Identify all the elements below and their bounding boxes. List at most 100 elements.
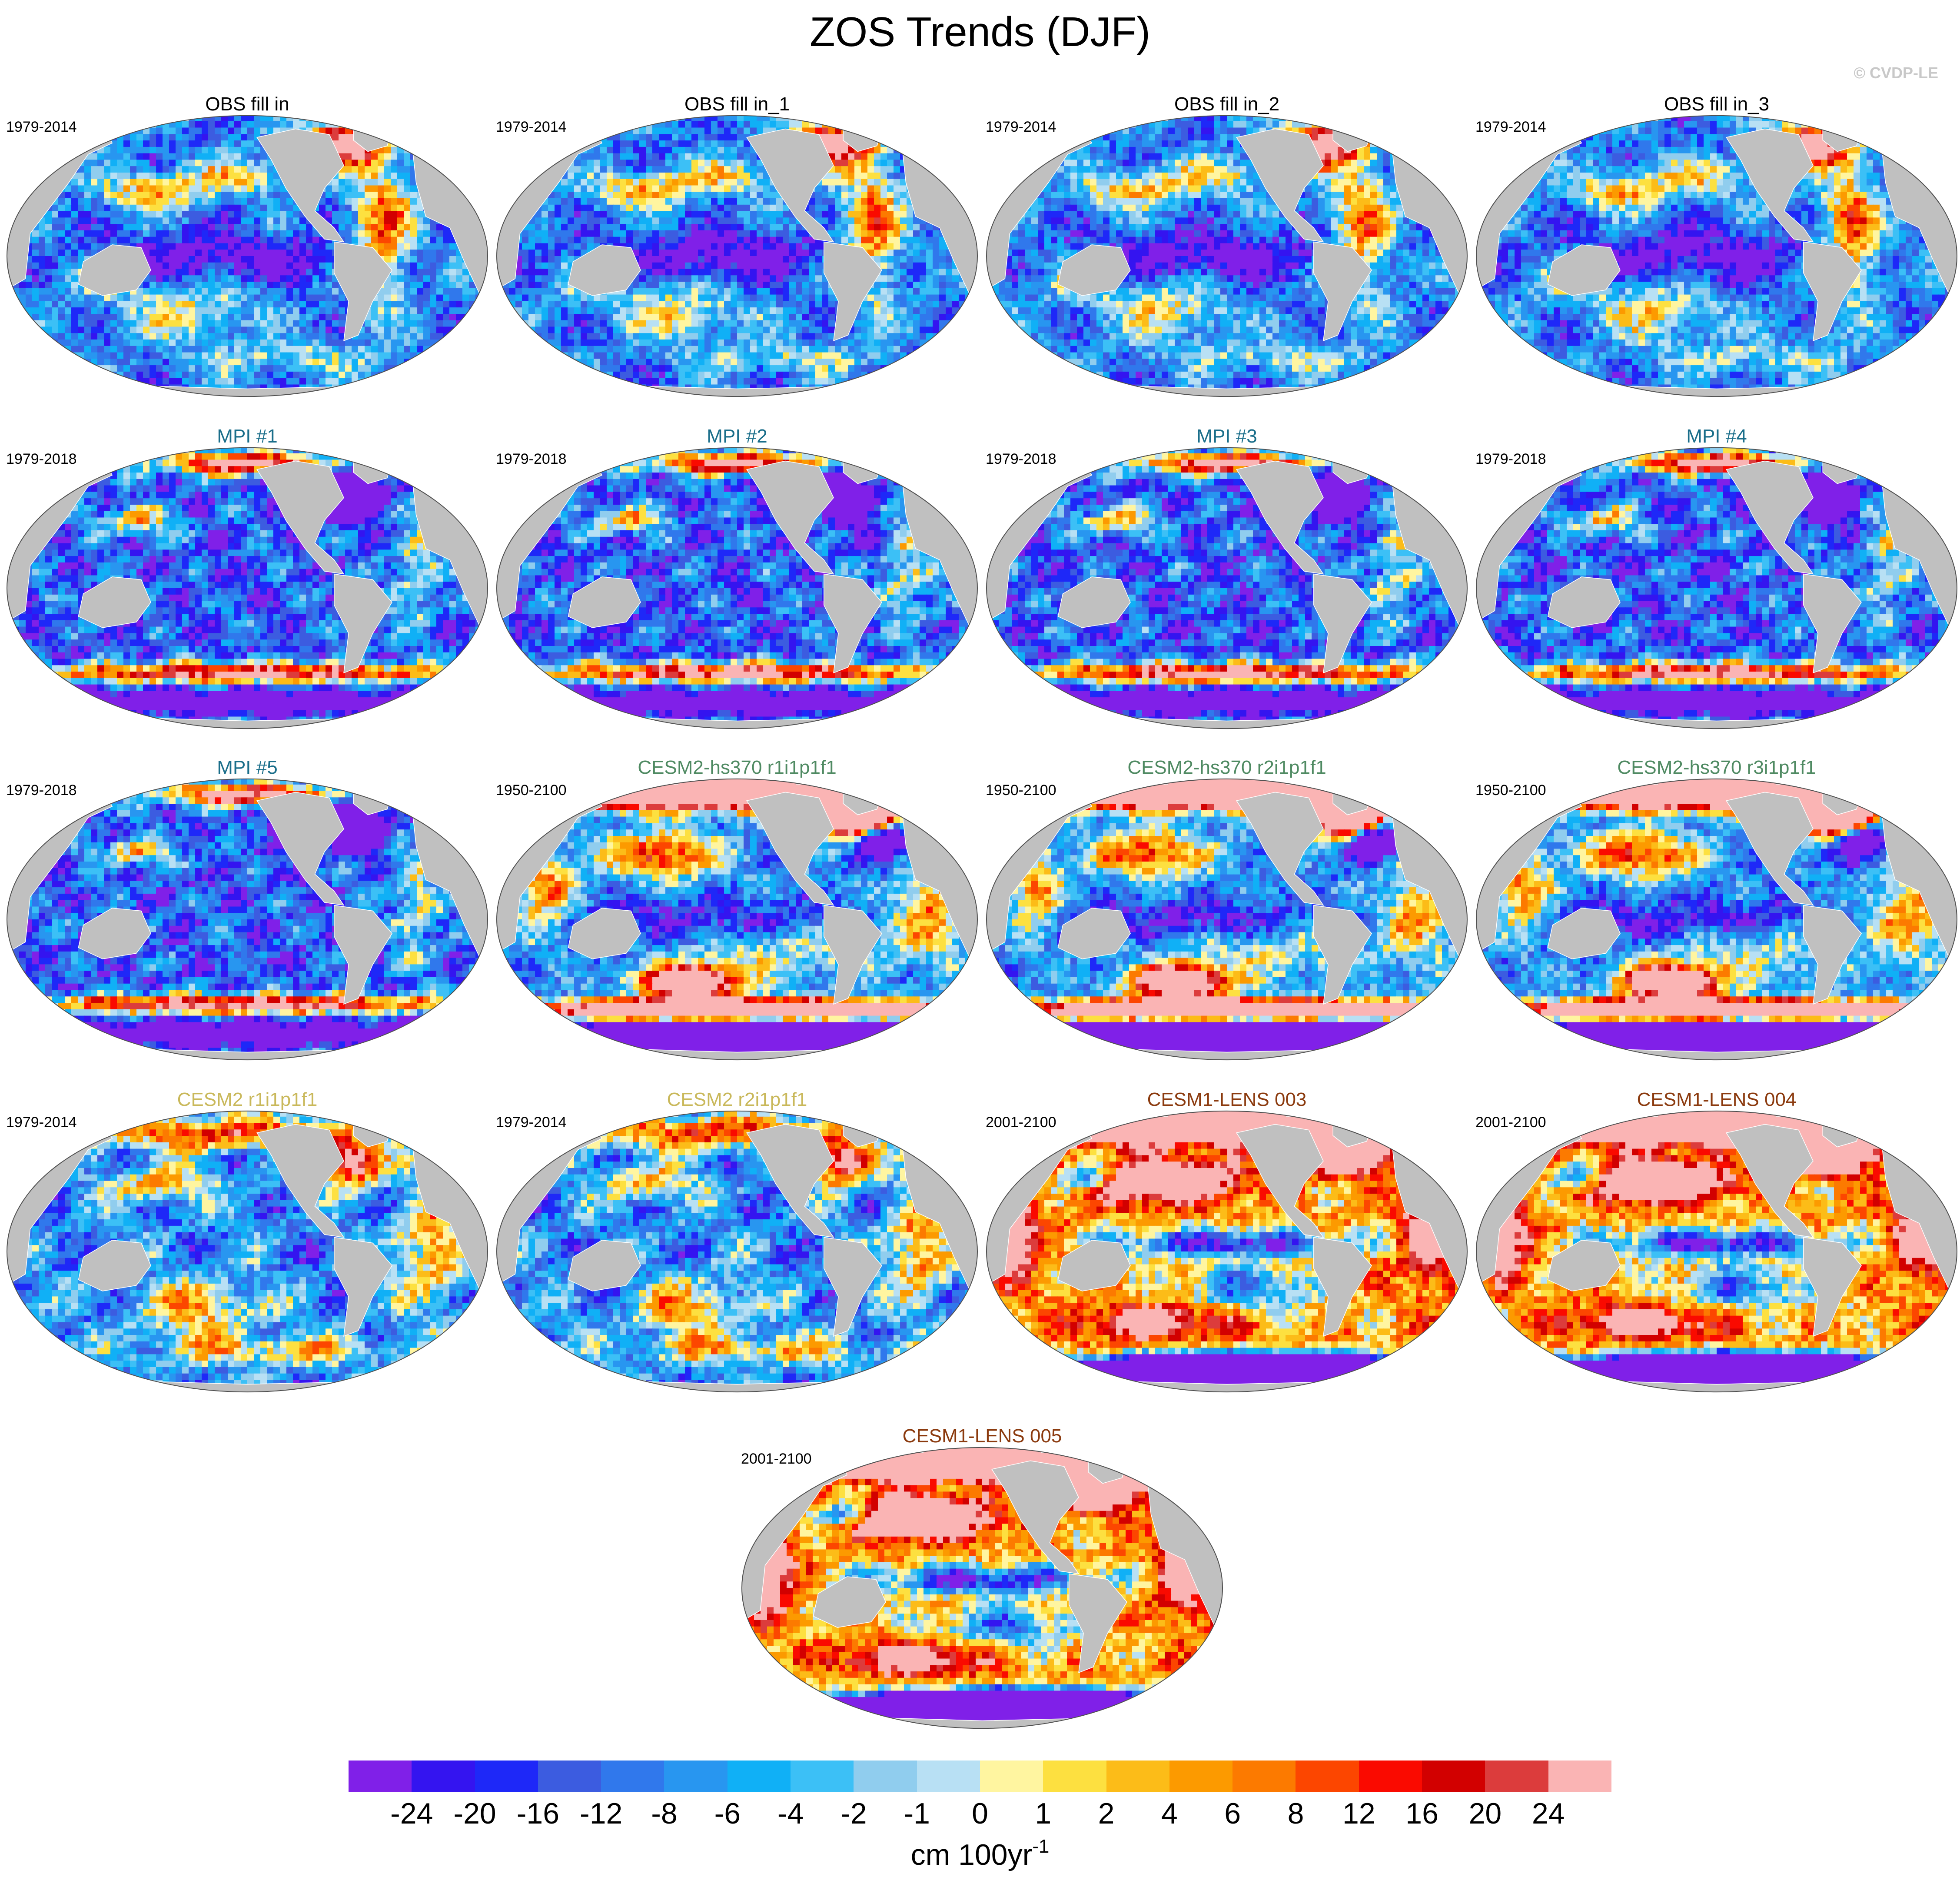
land-mass: [78, 1240, 151, 1291]
world-map: [986, 447, 1468, 729]
land-mass: [568, 908, 641, 959]
world-map: [6, 1111, 488, 1392]
world-map: [986, 115, 1468, 397]
trend-field: [496, 115, 977, 397]
panel-title: CESM2 r2i1p1f1: [496, 1088, 978, 1111]
map-border: [986, 1111, 1468, 1392]
land-mass: [1547, 576, 1621, 628]
panel-years: 1979-2014: [1475, 118, 1546, 136]
land-mass: [824, 241, 882, 342]
colorbar-tick-label: 0: [943, 1796, 1017, 1831]
panel-title: CESM2-hs370 r3i1p1f1: [1475, 756, 1958, 779]
land-mass: [1803, 905, 1862, 1005]
colorbar-box: [475, 1761, 538, 1792]
colorbar-box: [980, 1761, 1043, 1792]
panel-years: 1979-2018: [496, 450, 567, 468]
panel-years: 1950-2100: [986, 782, 1056, 799]
colorbar-box: [1485, 1761, 1548, 1792]
colorbar-tick-label: 12: [1322, 1796, 1396, 1831]
colorbar-box: [664, 1761, 728, 1792]
colorbar-box: [538, 1761, 601, 1792]
panel-years: 1979-2014: [496, 1114, 567, 1131]
land-mass: [746, 128, 834, 243]
panel-title: CESM2 r1i1p1f1: [6, 1088, 488, 1111]
map-panel: OBS fill in_2 1979-2014: [986, 93, 1468, 397]
map-panel: CESM2 r1i1p1f1 1979-2014: [6, 1088, 488, 1393]
trend-field: [7, 447, 488, 729]
colorbar-box: [791, 1761, 854, 1792]
land-mass: [1236, 792, 1324, 906]
trend-field: [496, 447, 977, 729]
colorbar-box: [854, 1761, 917, 1792]
colorbar-box: [1296, 1761, 1359, 1792]
panel-years: 1950-2100: [496, 782, 567, 799]
map-border: [496, 447, 978, 729]
colorbar-box: [1548, 1761, 1611, 1792]
colorbar-tick-label: 6: [1196, 1796, 1269, 1831]
map-panel: CESM1-LENS 005 2001-2100: [741, 1425, 1223, 1729]
map-panel: OBS fill in 1979-2014: [6, 93, 488, 397]
land-mass: [1803, 241, 1862, 342]
panel-years: 2001-2100: [986, 1114, 1056, 1131]
colorbar-tick-label: -24: [375, 1796, 448, 1831]
colorbar-tick-label: 8: [1259, 1796, 1333, 1831]
trend-field: [496, 779, 977, 1060]
map-panel: OBS fill in_3 1979-2014: [1475, 93, 1958, 397]
land-mass: [824, 905, 882, 1005]
land-mass: [1725, 460, 1814, 575]
map-border: [496, 115, 978, 397]
land-mass: [1069, 1573, 1127, 1674]
world-map: [496, 1111, 978, 1392]
colorbar-box: [1106, 1761, 1169, 1792]
map-panel: CESM2-hs370 r1i1p1f1 1950-2100: [496, 756, 978, 1061]
panel-title: CESM1-LENS 003: [986, 1088, 1468, 1111]
map-panel: MPI #5 1979-2018: [6, 756, 488, 1061]
land-mass: [1236, 460, 1324, 575]
land-mass: [256, 460, 345, 575]
map-border: [986, 447, 1468, 729]
trend-field: [496, 1111, 977, 1392]
panel-years: 1950-2100: [1475, 782, 1546, 799]
units-exponent: -1: [1032, 1836, 1049, 1857]
panel-title: MPI #5: [6, 756, 488, 779]
colorbar-tick-label: 2: [1070, 1796, 1143, 1831]
map-border: [1475, 115, 1958, 397]
land-mass: [568, 244, 641, 296]
colorbar-tick-label: 1: [1006, 1796, 1080, 1831]
map-panel: CESM2-hs370 r2i1p1f1 1950-2100: [986, 756, 1468, 1061]
trend-field: [986, 1111, 1467, 1392]
trend-field: [7, 115, 488, 397]
land-mass: [1547, 908, 1621, 959]
land-mass: [1236, 1124, 1324, 1238]
land-mass: [1547, 1240, 1621, 1291]
panel-years: 1979-2014: [986, 118, 1056, 136]
watermark-text: © CVDP-LE: [1854, 63, 1938, 83]
land-mass: [1725, 1124, 1814, 1238]
land-mass: [1725, 128, 1814, 243]
colorbar-tick-label: -1: [880, 1796, 954, 1831]
world-map: [496, 115, 978, 397]
panel-years: 1979-2014: [6, 1114, 77, 1131]
land-mass: [334, 1237, 392, 1337]
panel-title: CESM1-LENS 005: [741, 1425, 1223, 1448]
colorbar: [349, 1761, 1611, 1792]
panel-title: MPI #2: [496, 425, 978, 448]
map-border: [6, 1111, 488, 1392]
colorbar-box: [601, 1761, 664, 1792]
colorbar-tick-label: -8: [628, 1796, 701, 1831]
panel-years: 1979-2018: [6, 782, 77, 799]
colorbar-box: [727, 1761, 791, 1792]
land-mass: [1313, 573, 1372, 674]
land-mass: [334, 573, 392, 674]
colorbar-box: [412, 1761, 475, 1792]
map-border: [496, 1111, 978, 1392]
colorbar-tick-label: -2: [817, 1796, 890, 1831]
panel-years: 2001-2100: [1475, 1114, 1546, 1131]
colorbar-tick-label: 20: [1448, 1796, 1522, 1831]
land-mass: [1057, 576, 1131, 628]
trend-field: [986, 779, 1467, 1060]
trend-field: [986, 447, 1467, 729]
land-mass: [813, 1576, 886, 1628]
colorbar-box: [1169, 1761, 1233, 1792]
map-panel: MPI #1 1979-2018: [6, 425, 488, 729]
